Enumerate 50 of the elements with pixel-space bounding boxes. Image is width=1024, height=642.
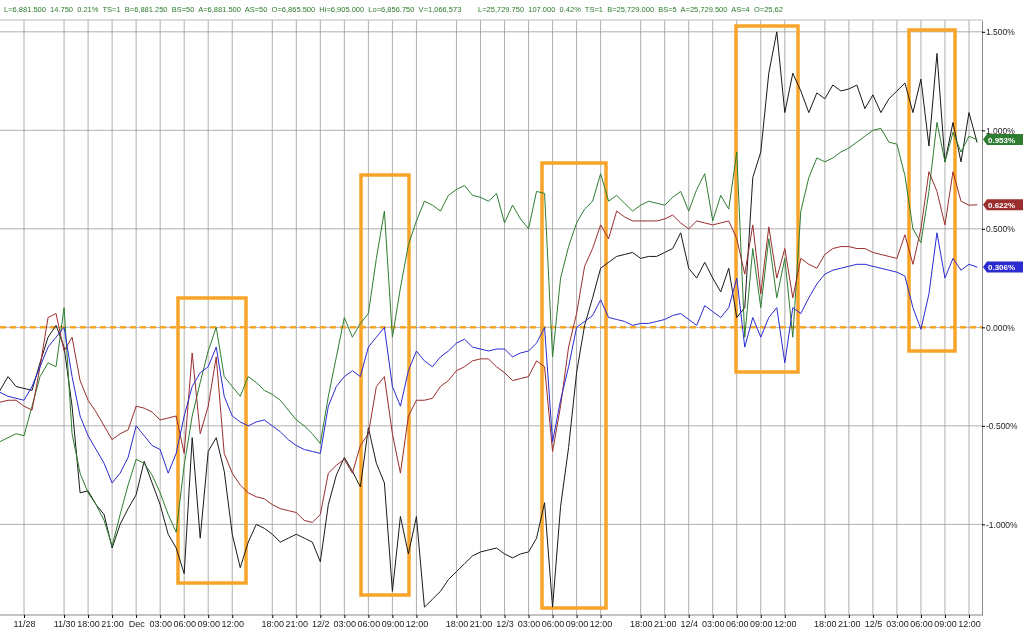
- x-tick-label: 09:00: [381, 619, 405, 630]
- x-tick-label: 12:00: [958, 619, 981, 630]
- x-tick-label: 12:00: [405, 619, 429, 630]
- x-tick-label: 18:00: [445, 619, 469, 630]
- x-tick-label: 06:00: [357, 619, 381, 630]
- line-series: [0, 232, 978, 484]
- x-tick-label: 12:00: [221, 619, 244, 630]
- y-tick-label: -1.000%: [986, 519, 1019, 530]
- x-tick-label: 12/5: [864, 619, 883, 630]
- x-tick-label: 09:00: [565, 619, 589, 630]
- y-tick-label: 0.500%: [986, 224, 1016, 235]
- x-tick-label: Dec: [128, 619, 146, 630]
- x-tick-label: 11/30: [53, 619, 76, 630]
- x-tick-label: 11/28: [13, 619, 36, 630]
- x-tick-label: 09:00: [197, 619, 220, 630]
- y-tick-label: 1.500%: [986, 27, 1016, 38]
- y-tick-label: -0.500%: [986, 421, 1019, 432]
- line-series: [0, 121, 978, 547]
- x-tick-label: 21:00: [838, 619, 861, 630]
- line-series: [0, 171, 978, 523]
- x-tick-label: 09:00: [934, 619, 957, 630]
- x-tick-label: 18:00: [629, 619, 653, 630]
- x-tick-label: 12:00: [589, 619, 613, 630]
- data-label: 0.622%: [988, 200, 1016, 210]
- x-tick-label: 06:00: [910, 619, 933, 630]
- x-tick-label: 21:00: [469, 619, 493, 630]
- y-tick-label: 1.000%: [986, 125, 1016, 136]
- x-tick-label: 12/3: [496, 619, 514, 630]
- x-tick-label: 21:00: [101, 619, 124, 630]
- x-tick-label: 18:00: [814, 619, 837, 630]
- x-tick-label: 03:00: [517, 619, 541, 630]
- x-tick-label: 12:00: [774, 619, 797, 630]
- x-tick-label: 03:00: [701, 619, 725, 630]
- x-tick-label: 21:00: [285, 619, 309, 630]
- x-tick-label: 18:00: [77, 619, 100, 630]
- x-tick-label: 06:00: [173, 619, 196, 630]
- y-tick-label: 0.000%: [986, 322, 1016, 333]
- x-tick-label: 03:00: [333, 619, 357, 630]
- x-tick-label: 21:00: [653, 619, 677, 630]
- x-tick-label: 12/2: [312, 619, 330, 630]
- x-tick-label: 12/4: [680, 619, 698, 630]
- x-tick-label: 03:00: [886, 619, 909, 630]
- x-tick-label: 06:00: [725, 619, 749, 630]
- data-label: 0.306%: [988, 263, 1016, 273]
- x-tick-label: 03:00: [149, 619, 172, 630]
- x-tick-label: 06:00: [541, 619, 565, 630]
- data-label: 0.953%: [988, 135, 1016, 145]
- x-tick-label: 09:00: [750, 619, 773, 630]
- line-series: [0, 31, 978, 608]
- x-tick-label: 18:00: [261, 619, 285, 630]
